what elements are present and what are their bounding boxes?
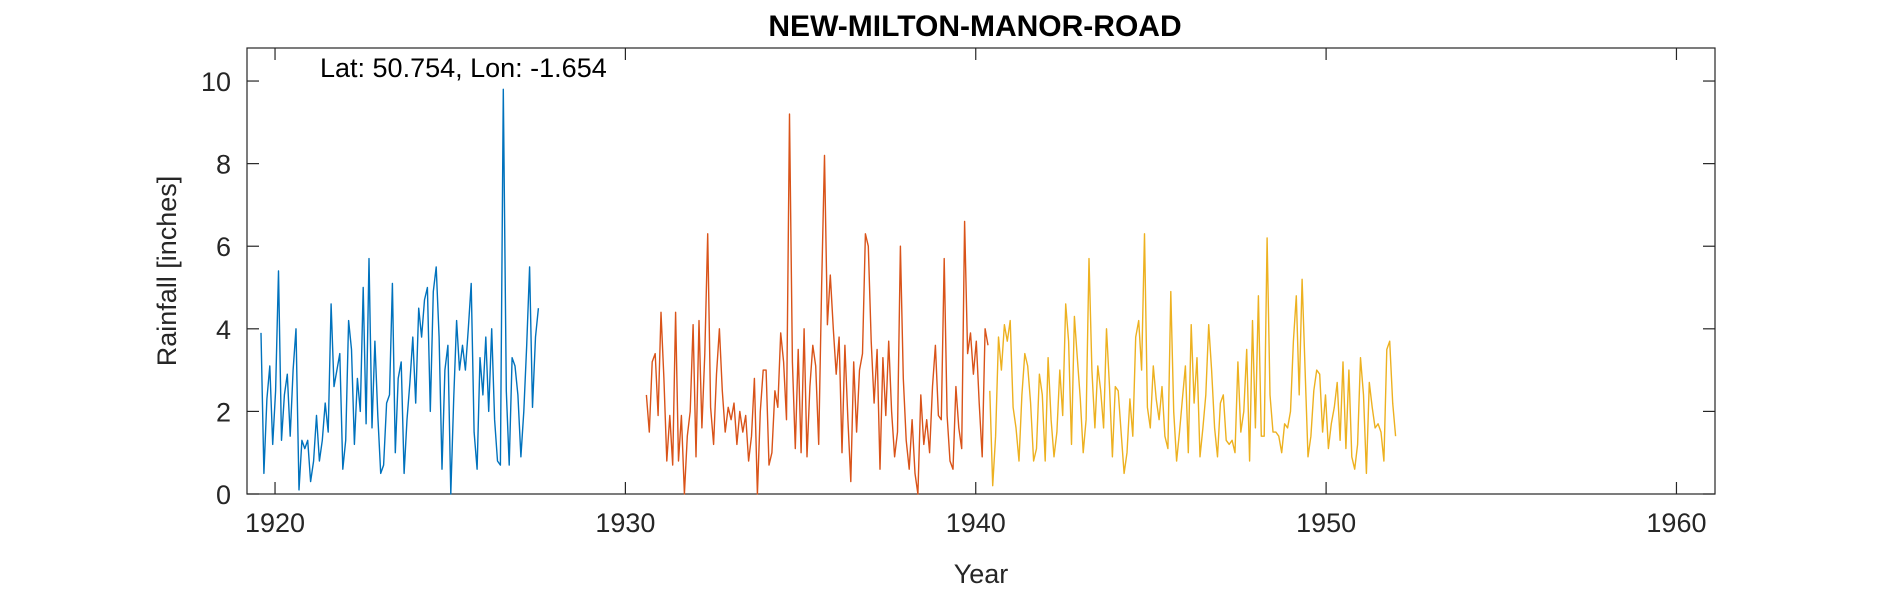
y-tick-label: 0	[216, 480, 231, 510]
x-tick-label: 1960	[1646, 508, 1706, 538]
data-series	[260, 88, 1397, 495]
x-tick-label: 1940	[946, 508, 1006, 538]
series-line-1	[260, 88, 540, 495]
y-tick-label: 6	[216, 232, 231, 262]
y-tick-label: 2	[216, 397, 231, 427]
x-tick-label: 1920	[245, 508, 305, 538]
location-annotation: Lat: 50.754, Lon: -1.654	[320, 53, 607, 83]
axis-ticks	[247, 48, 1715, 495]
axis-tick-labels: 1920 1930 1940 1950 1960 0 2 4 6 8 10	[201, 67, 1707, 538]
plot-frame	[246, 47, 1716, 495]
y-tick-label: 8	[216, 150, 231, 180]
x-tick-label: 1930	[595, 508, 655, 538]
series-line-3	[989, 233, 1397, 487]
x-axis-label: Year	[954, 559, 1009, 589]
y-tick-label: 4	[216, 315, 231, 345]
y-axis-label: Rainfall [inches]	[152, 176, 182, 367]
y-tick-label: 10	[201, 67, 231, 97]
chart-title: NEW-MILTON-MANOR-ROAD	[768, 10, 1181, 43]
x-tick-label: 1950	[1296, 508, 1356, 538]
series-line-2	[645, 113, 989, 495]
